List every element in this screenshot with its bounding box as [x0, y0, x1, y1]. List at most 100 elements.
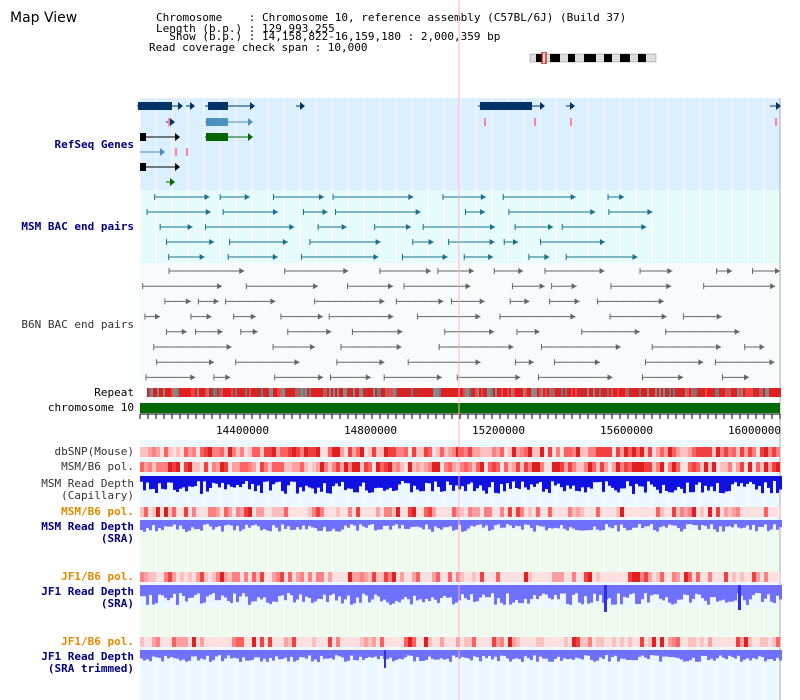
variant-mark — [775, 118, 777, 126]
chromosome-ideogram[interactable] — [528, 52, 660, 64]
label-msm-depth-cap: MSM Read Depth — [41, 477, 134, 490]
grid-lines — [139, 98, 781, 700]
bac-pair — [195, 328, 223, 335]
axis-tick-label: 14800000 — [344, 424, 397, 437]
length-info: Length (b.p.) : 129,993,255 — [156, 22, 335, 35]
bac-pair — [642, 374, 684, 381]
gene-feature — [205, 102, 255, 110]
bac-pair — [204, 224, 295, 230]
bac-pair — [540, 239, 606, 245]
bac-pair — [744, 344, 765, 350]
bac-pair — [383, 374, 442, 381]
bac-pair — [464, 209, 486, 215]
bac-pair — [463, 254, 494, 260]
bac-pair — [451, 298, 485, 305]
bac-pair — [317, 224, 347, 230]
gene-feature — [205, 133, 253, 141]
variant-mark — [534, 118, 536, 126]
bac-pair — [229, 239, 288, 245]
bac-pair — [197, 298, 219, 305]
bac-pair — [402, 254, 448, 260]
bac-pair — [565, 254, 638, 260]
bac-pair — [609, 313, 667, 320]
label-jf1-pol: JF1/B6 pol. — [61, 570, 134, 583]
bac-pair — [610, 283, 672, 290]
axis-tick-label: 15600000 — [600, 424, 653, 437]
label-refseq-genes[interactable]: RefSeq Genes — [54, 138, 134, 151]
bac-pair — [442, 194, 486, 200]
chromosome-info: Chromosome : Chromosome 10, reference as… — [156, 11, 627, 24]
gene-feature — [770, 102, 781, 110]
bac-pair — [516, 328, 540, 335]
bac-pair — [514, 359, 534, 366]
bac-pair — [351, 328, 403, 335]
bac-pair — [142, 283, 223, 290]
bac-pair — [540, 344, 621, 350]
show-range-info: Show (b.p.) : 14,158,822-16,159,180 : 2,… — [156, 30, 501, 43]
bac-pair — [715, 359, 775, 366]
refseq-genes-track — [137, 102, 781, 186]
bac-pair — [551, 283, 577, 290]
gene-feature — [166, 178, 175, 186]
bac-pair — [395, 298, 444, 305]
bac-pair — [437, 268, 474, 274]
bac-pair — [514, 224, 554, 230]
label-jf1-trim-sub: (SRA trimmed) — [47, 662, 134, 675]
bac-pair — [168, 254, 205, 260]
bac-pair — [379, 268, 431, 274]
bac-pair — [159, 224, 193, 230]
bac-pair — [144, 313, 160, 320]
label-jf1-trim: JF1 Read Depth — [41, 650, 134, 663]
label-msm-depth-sra-sub: (SRA) — [100, 532, 134, 545]
bac-pair — [448, 239, 495, 245]
gene-feature — [205, 118, 253, 126]
bac-pair — [716, 268, 733, 274]
bac-pair — [682, 313, 722, 320]
bac-pair — [665, 328, 740, 335]
bac-pair — [639, 268, 673, 274]
bac-pair — [332, 194, 414, 200]
label-msm-depth-cap-sub: (Capillary) — [61, 489, 134, 502]
axis-tick-label: 16000000 — [728, 424, 781, 437]
label-msm-bac[interactable]: MSM BAC end pairs — [21, 220, 134, 233]
gene-feature — [186, 102, 195, 110]
label-msm-depth-sra: MSM Read Depth — [41, 520, 134, 533]
bac-pair — [245, 283, 319, 290]
bac-pair — [272, 194, 324, 200]
bac-pair — [503, 239, 519, 245]
bac-pair — [168, 268, 245, 274]
bac-pair — [190, 313, 212, 320]
variant-mark — [186, 148, 188, 156]
bac-pair — [287, 328, 332, 335]
bac-pair — [703, 283, 776, 290]
bac-pair — [213, 374, 231, 381]
bac-pair — [645, 359, 704, 366]
coverage-span-info: Read coverage check span : 10,000 — [149, 41, 368, 54]
bac-pair — [596, 298, 664, 305]
gene-feature — [140, 148, 165, 156]
gene-feature — [137, 102, 183, 110]
bac-pair — [166, 239, 215, 245]
bac-pair — [284, 268, 349, 274]
bac-pair — [751, 268, 780, 274]
polymorphism-tracks — [140, 447, 780, 647]
bac-pair — [153, 344, 232, 350]
bac-pair — [444, 328, 495, 335]
bac-pair — [336, 359, 385, 366]
label-msm-pol-2: MSM/B6 pol. — [61, 505, 134, 518]
bac-pair — [544, 268, 605, 274]
bac-pair — [493, 268, 524, 274]
bac-pair — [219, 194, 250, 200]
label-jf1-depth: JF1 Read Depth — [41, 585, 134, 598]
bac-pair — [651, 344, 722, 350]
bac-pair — [222, 209, 278, 215]
label-b6n-bac[interactable]: B6N BAC end pairs — [21, 318, 134, 331]
bac-pair — [146, 209, 211, 215]
bac-pair — [328, 313, 394, 320]
bac-pair — [233, 313, 256, 320]
bac-pair — [274, 374, 324, 381]
gene-feature — [140, 133, 180, 141]
bac-pair — [456, 374, 521, 381]
gene-feature — [478, 102, 545, 110]
